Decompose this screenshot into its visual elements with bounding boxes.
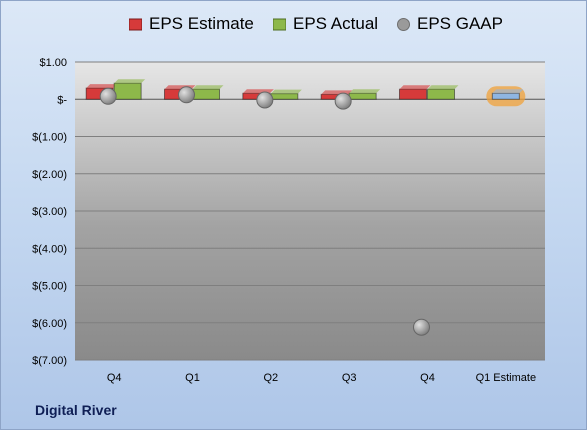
x-tick-label: Q4 [420, 372, 435, 384]
eps-estimate-forecast-bar [491, 92, 520, 100]
x-tick-label: Q2 [263, 372, 278, 384]
eps-actual-bar-top [192, 85, 224, 90]
eps-gaap-marker [256, 91, 274, 109]
eps-gaap-marker [178, 86, 195, 104]
legend-item-eps-gaap: EPS GAAP [397, 14, 503, 34]
eps-actual-bar-top [427, 85, 459, 90]
eps-actual-bar-top [349, 89, 381, 94]
eps-gaap-marker [99, 87, 117, 105]
legend-marker-eps-gaap [397, 17, 410, 31]
eps-estimate-bar-top [321, 90, 353, 95]
eps-actual-bar [348, 92, 377, 100]
y-tick-label: $1.00 [39, 57, 67, 69]
legend-marker-eps-estimate [129, 18, 142, 30]
eps-actual-bar [270, 93, 299, 100]
eps-gaap-marker [334, 92, 352, 110]
y-tick-label: $(6.00) [32, 318, 67, 330]
x-tick-label: Q1 [185, 372, 200, 384]
x-tick-label: Q1 Estimate [476, 372, 537, 384]
eps-actual-bar-top [270, 89, 302, 94]
eps-actual-bar-top [114, 79, 146, 84]
y-tick-label: $(3.00) [32, 206, 67, 218]
legend: EPS Estimate EPS Actual EPS GAAP [0, 14, 587, 44]
legend-label-eps-estimate: EPS Estimate [149, 14, 254, 33]
eps-gaap-marker [413, 318, 430, 336]
company-name: Digital River [35, 402, 117, 418]
eps-actual-bar [192, 88, 220, 100]
eps-actual-bar [427, 88, 455, 100]
y-tick-label: $(2.00) [32, 169, 67, 181]
x-tick-label: Q3 [342, 372, 357, 384]
legend-item-eps-actual: EPS Actual [273, 14, 378, 34]
legend-marker-eps-actual [273, 18, 286, 30]
eps-estimate-bar [399, 88, 427, 100]
eps-estimate-bar-top [86, 84, 118, 89]
y-tick-label: $(4.00) [32, 243, 67, 255]
y-tick-label: $(1.00) [32, 132, 67, 144]
y-tick-label: $(5.00) [32, 281, 67, 293]
eps-estimate-forecast-bar-top [492, 89, 524, 94]
x-tick-label: Q4 [107, 372, 122, 384]
legend-label-eps-actual: EPS Actual [293, 14, 379, 33]
eps-estimate-bar-top [399, 85, 431, 90]
eps-actual-bar [113, 82, 142, 100]
y-tick-label: $(7.00) [32, 355, 67, 367]
y-tick-label: $- [57, 94, 67, 106]
legend-item-eps-estimate: EPS Estimate [129, 14, 254, 34]
eps-estimate-bar-top [242, 89, 274, 94]
legend-label-eps-gaap: EPS GAAP [417, 14, 503, 33]
